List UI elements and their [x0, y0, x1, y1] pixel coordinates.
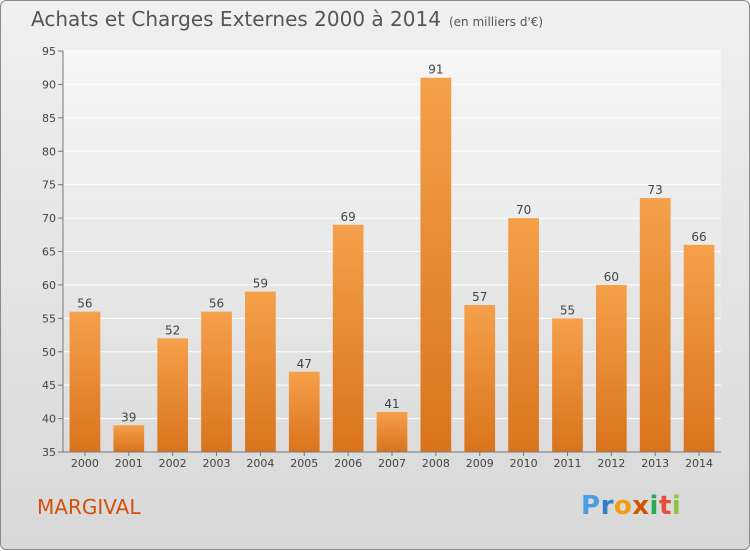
x-tick-label: 2002 — [159, 457, 187, 470]
y-tick-label: 55 — [42, 312, 56, 325]
y-tick-label: 60 — [42, 279, 56, 292]
bar-value-label: 52 — [165, 323, 180, 337]
x-tick-label: 2013 — [641, 457, 669, 470]
bar-value-label: 59 — [253, 277, 268, 291]
y-tick-label: 95 — [42, 45, 56, 58]
logo-letter: r — [600, 491, 614, 521]
bar-value-label: 91 — [428, 63, 443, 77]
y-tick-label: 65 — [42, 246, 56, 259]
y-axis: 35 40 45 50 55 60 65 70 75 80 85 90 95 — [42, 45, 64, 459]
logo-letter: P — [581, 491, 601, 521]
bar-value-label: 39 — [121, 410, 136, 424]
bar-value-label: 69 — [340, 210, 355, 224]
x-tick-label: 2006 — [334, 457, 362, 470]
logo-letter: i — [671, 491, 682, 521]
bar-2011 — [552, 318, 583, 452]
logo-letter: o — [613, 491, 633, 521]
y-tick-label: 90 — [42, 78, 56, 91]
y-tick-label: 85 — [42, 112, 56, 125]
x-tick-label: 2007 — [378, 457, 406, 470]
bar-value-label: 70 — [516, 203, 531, 217]
y-tick-label: 70 — [42, 212, 56, 225]
x-tick-label: 2001 — [115, 457, 143, 470]
x-tick-label: 2005 — [290, 457, 318, 470]
logo-letter: i — [649, 491, 659, 521]
bar-value-label: 57 — [472, 290, 487, 304]
bar-value-label: 56 — [209, 297, 224, 311]
bar-2005 — [288, 371, 320, 452]
bar-value-label: 60 — [604, 270, 619, 284]
x-tick-label: 2000 — [71, 457, 99, 470]
bar-value-label: 47 — [297, 357, 312, 371]
x-tick-label: 2008 — [422, 457, 450, 470]
bar-2001 — [113, 425, 145, 452]
bar-2007 — [376, 411, 408, 452]
x-tick-label: 2003 — [203, 457, 231, 470]
x-tick-label: 2004 — [246, 457, 274, 470]
x-tick-label: 2011 — [553, 457, 581, 470]
bar-value-label: 73 — [648, 183, 663, 197]
title-text: Achats et Charges Externes 2000 à 2014 — [31, 7, 441, 31]
bar-value-label: 41 — [384, 397, 399, 411]
bar-2014 — [683, 244, 715, 452]
bar-value-label: 66 — [691, 230, 706, 244]
y-tick-label: 50 — [42, 346, 56, 359]
bar-2012 — [595, 284, 627, 452]
bar-2010 — [508, 218, 539, 452]
bar-2002 — [157, 338, 189, 452]
y-tick-label: 45 — [42, 379, 56, 392]
title-unit: (en milliers d'€) — [448, 15, 544, 29]
y-tick-label: 80 — [42, 145, 56, 158]
bar-2004 — [245, 291, 276, 452]
y-tick-label: 75 — [42, 179, 56, 192]
x-tick-label: 2009 — [466, 457, 494, 470]
proxiti-logo: Proxiti — [581, 491, 681, 521]
y-tick-label: 40 — [42, 413, 56, 426]
bar-2006 — [332, 224, 364, 452]
x-tick-label: 2014 — [685, 457, 713, 470]
x-axis: 2000 2001 2002 2003 2004 2005 2006 2007 2008 2009… — [63, 451, 721, 470]
bar-2009 — [464, 304, 496, 452]
x-tick-label: 2012 — [597, 457, 625, 470]
logo-letter: t — [658, 491, 672, 521]
town-name: MARGIVAL — [37, 495, 141, 519]
bar-2000 — [69, 311, 101, 452]
chart-title: Achats et Charges Externes 2000 à 2014 (e… — [31, 7, 543, 31]
y-tick-label: 35 — [42, 446, 56, 459]
bar-value-label: 55 — [560, 303, 575, 317]
logo-letter: x — [632, 491, 650, 521]
bar-2003 — [201, 311, 232, 452]
bar-2013 — [639, 198, 671, 452]
bars: 56 39 52 56 59 47 69 41 91 57 70 55 60 73 66 — [69, 63, 715, 452]
x-tick-label: 2010 — [510, 457, 538, 470]
bar-value-label: 56 — [77, 297, 92, 311]
bar-2008 — [420, 77, 452, 452]
